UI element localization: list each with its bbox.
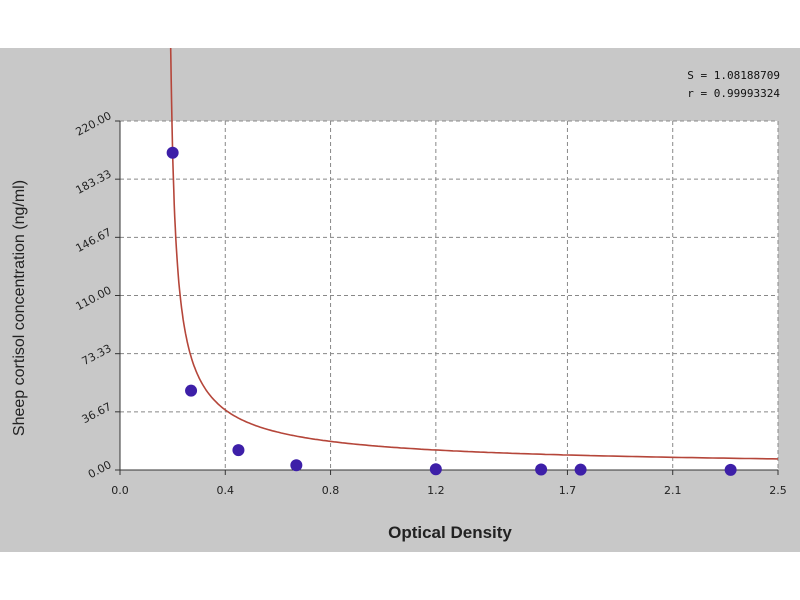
y-tick-label: 36.67	[80, 400, 114, 426]
axes	[115, 120, 779, 475]
y-tick-label: 220.00	[74, 109, 114, 139]
y-tick-labels: 0.00 36.67 73.33 110.00 146.67 183.33 220.00	[74, 109, 114, 481]
stat-s-value: S = 1.08188709	[687, 69, 780, 82]
data-point	[724, 463, 737, 476]
data-point	[535, 463, 548, 476]
data-point	[185, 384, 198, 397]
data-point	[232, 444, 245, 457]
y-tick-label: 183.33	[74, 167, 114, 197]
chart-canvas: 0.0 0.4 0.8 1.2 1.7 2.1 2.5 0.00 36.67 73.33 110.…	[11, 48, 787, 542]
x-axis-title: Optical Density	[388, 523, 512, 542]
y-axis-title: Sheep cortisol concentration (ng/ml)	[11, 180, 28, 436]
grid	[120, 120, 779, 470]
chart-frame: 0.0 0.4 0.8 1.2 1.7 2.1 2.5 0.00 36.67 73.33 110.…	[0, 48, 800, 552]
x-tick-label: 0.8	[322, 484, 340, 497]
data-point	[574, 463, 587, 476]
x-tick-label: 0.0	[111, 484, 129, 497]
fit-curve	[169, 48, 779, 460]
x-tick-label: 2.5	[769, 484, 787, 497]
y-tick-label: 73.33	[80, 342, 114, 368]
data-points	[166, 146, 737, 476]
x-tick-label: 1.2	[427, 484, 445, 497]
data-point	[290, 459, 303, 472]
x-tick-label: 0.4	[217, 484, 235, 497]
stat-r-value: r = 0.99993324	[687, 87, 780, 100]
data-point	[429, 463, 442, 476]
x-tick-labels: 0.0 0.4 0.8 1.2 1.7 2.1 2.5	[111, 484, 787, 497]
x-tick-label: 1.7	[559, 484, 577, 497]
data-point	[166, 146, 179, 159]
y-tick-label: 0.00	[86, 458, 114, 481]
fit-curve-layer	[169, 48, 779, 460]
x-tick-label: 2.1	[664, 484, 682, 497]
y-tick-label: 146.67	[74, 225, 114, 255]
y-tick-label: 110.00	[74, 284, 114, 314]
